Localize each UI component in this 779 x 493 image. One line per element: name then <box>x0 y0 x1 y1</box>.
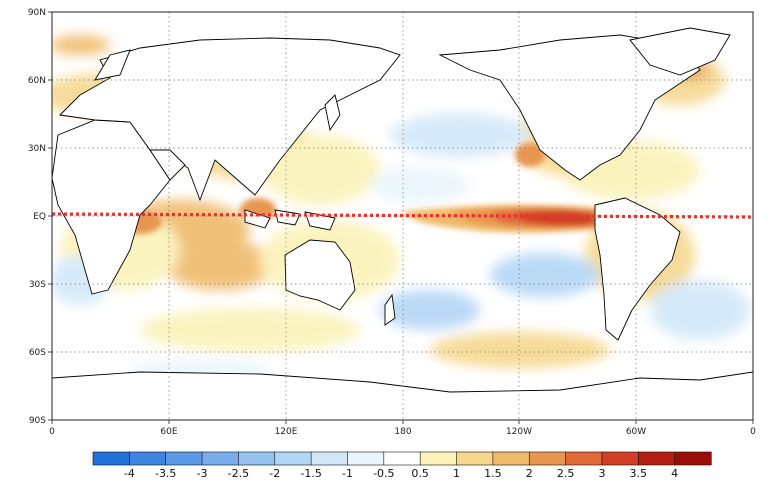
colorbar-swatch <box>383 451 421 466</box>
colorbar-labels: -4 -3.5 -3 -2.5 -2 -1.5 -1 -0.5 0.5 1 1.5 2 2.5 3 3.5 4 <box>124 467 678 480</box>
colorbar-swatch <box>238 451 276 466</box>
colorbar-swatch <box>528 451 567 466</box>
colorbar-swatch <box>492 451 530 466</box>
colorbar-swatch <box>310 451 349 466</box>
lon-label: 60E <box>160 427 177 437</box>
colorbar-label: -2 <box>269 467 280 480</box>
colorbar-label: -3 <box>197 467 208 480</box>
colorbar-swatch <box>419 451 458 466</box>
longitude-labels: 0 60E 120E 180 120W 60W 0 <box>49 427 756 437</box>
colorbar-label: -1 <box>342 467 353 480</box>
colorbar-label: -4 <box>124 467 135 480</box>
colorbar-label: -2.5 <box>228 467 249 480</box>
lat-label: 90N <box>28 8 46 18</box>
colorbar-label: 1 <box>453 467 460 480</box>
colorbar-label: 0.5 <box>411 467 429 480</box>
colorbar-swatch <box>637 451 676 466</box>
colorbar-swatch <box>456 451 494 466</box>
colorbar-swatch <box>347 451 385 466</box>
colorbar-swatch <box>565 451 603 466</box>
lat-label: 30N <box>28 144 46 154</box>
colorbar-swatch <box>165 451 203 466</box>
colorbar-swatch <box>674 451 712 466</box>
lat-label: 60N <box>28 76 46 86</box>
latitude-labels: 90N 60N 30N EQ 30S 60S 90S <box>28 8 46 426</box>
lat-label: 60S <box>29 348 46 358</box>
colorbar-label: -1.5 <box>300 467 321 480</box>
colorbar-swatch <box>92 451 130 466</box>
colorbar-label: 3.5 <box>630 467 648 480</box>
colorbar-label: 4 <box>671 467 678 480</box>
colorbar-swatch <box>201 451 240 466</box>
lat-label: EQ <box>33 212 46 222</box>
lon-label: 0 <box>750 427 756 437</box>
lon-label: 120E <box>275 427 298 437</box>
coastlines <box>52 27 753 420</box>
colorbar-swatch <box>601 451 639 466</box>
colorbar-swatch <box>274 451 312 466</box>
equator-line <box>51 212 754 219</box>
colorbar-label: -3.5 <box>155 467 176 480</box>
colorbar-label: 3 <box>598 467 605 480</box>
colorbar-label: 2 <box>526 467 533 480</box>
lat-label: 30S <box>29 280 46 290</box>
lon-label: 180 <box>394 427 411 437</box>
colorbar-label: 2.5 <box>557 467 575 480</box>
lon-label: 0 <box>49 427 55 437</box>
colorbar <box>92 451 712 466</box>
lon-label: 60W <box>626 427 646 437</box>
colorbar-label: 1.5 <box>484 467 502 480</box>
colorbar-swatch <box>129 451 167 466</box>
lon-label: 120W <box>506 427 532 437</box>
lat-label: 90S <box>29 416 46 426</box>
colorbar-label: -0.5 <box>373 467 394 480</box>
